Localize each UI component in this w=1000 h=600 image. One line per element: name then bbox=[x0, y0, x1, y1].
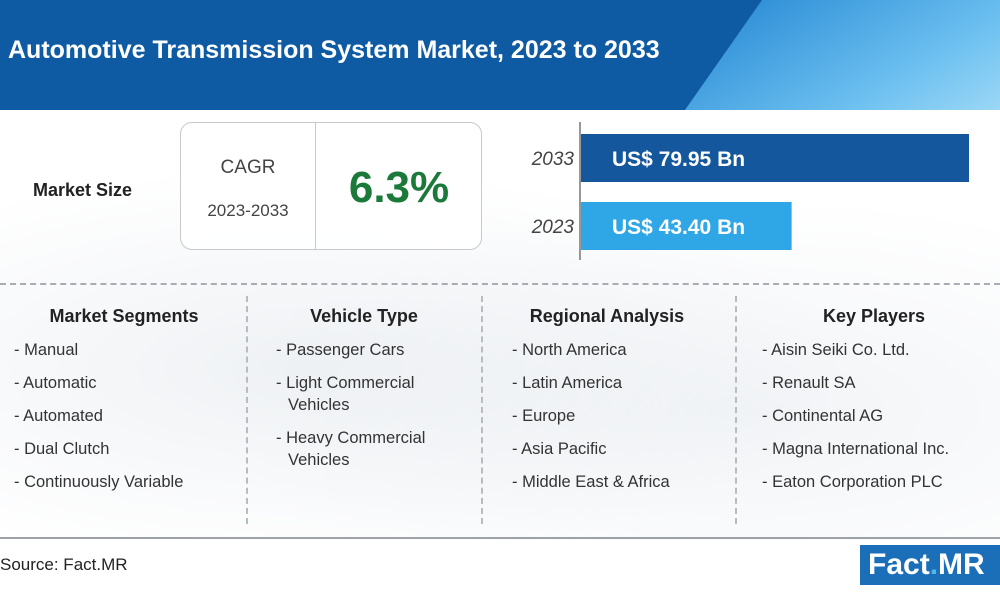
column-separator-1 bbox=[246, 296, 248, 524]
column-heading: Vehicle Type bbox=[310, 306, 418, 326]
page-title: Automotive Transmission System Market, 2… bbox=[8, 36, 660, 64]
list-item: - Europe bbox=[512, 407, 576, 425]
list-item: - Magna International Inc. bbox=[762, 440, 950, 458]
bar-2033 bbox=[581, 134, 969, 182]
cagr-label: CAGR bbox=[220, 157, 276, 178]
logo-text-right: MR bbox=[938, 548, 985, 581]
year-tick-label: 2023 bbox=[531, 217, 575, 238]
cagr-period: 2023-2033 bbox=[207, 201, 289, 220]
list-item: - Eaton Corporation PLC bbox=[762, 473, 943, 491]
list-item: - Renault SA bbox=[762, 374, 856, 392]
list-item: - Light Commercial Vehicles bbox=[276, 374, 415, 414]
column-market-segments: Market Segments - Manual - Automatic - A… bbox=[14, 306, 234, 504]
column-heading: Regional Analysis bbox=[529, 306, 685, 326]
list-item: - Latin America bbox=[512, 374, 623, 392]
header-banner: Automotive Transmission System Market, 2… bbox=[0, 0, 1000, 110]
list-item: - Asia Pacific bbox=[512, 440, 607, 458]
bar-2023 bbox=[581, 202, 792, 250]
market-size-label: Market Size bbox=[33, 180, 133, 200]
column-vehicle-type: Vehicle Type - Passenger Cars - Light Co… bbox=[276, 306, 476, 482]
list-item: - Manual bbox=[14, 341, 79, 359]
column-heading: Market Segments bbox=[49, 306, 199, 326]
cagr-box: CAGR 2023-2033 6.3% bbox=[180, 122, 482, 250]
list-item: - Automatic bbox=[14, 374, 97, 392]
section-divider-top bbox=[0, 283, 1000, 285]
column-separator-2 bbox=[481, 296, 483, 524]
logo-text-left: Fact bbox=[868, 548, 930, 581]
column-heading: Key Players bbox=[822, 306, 926, 326]
list-item: - Continuously Variable bbox=[14, 473, 184, 491]
column-separator-3 bbox=[735, 296, 737, 524]
list-item: - Passenger Cars bbox=[276, 341, 405, 359]
list-item: - Heavy Commercial Vehicles bbox=[276, 429, 426, 469]
cagr-value: 6.3% bbox=[348, 163, 450, 212]
list-item: - North America bbox=[512, 341, 627, 359]
column-key-players: Key Players - Aisin Seiki Co. Ltd. - Ren… bbox=[762, 306, 998, 504]
list-item: - Aisin Seiki Co. Ltd. bbox=[762, 341, 910, 359]
logo-dot: . bbox=[929, 548, 939, 581]
factmr-logo: Fact.MR bbox=[860, 545, 1000, 585]
list-item: - Dual Clutch bbox=[14, 440, 110, 458]
list-item: - Middle East & Africa bbox=[512, 473, 670, 491]
bar-data-label: US$ 79.95 Bn bbox=[612, 148, 745, 171]
year-tick-label: 2033 bbox=[531, 149, 575, 170]
column-regional-analysis: Regional Analysis - North America - Lati… bbox=[512, 306, 727, 504]
footer-divider bbox=[0, 537, 1000, 539]
source-note: Source: Fact.MR bbox=[0, 555, 128, 574]
cagr-divider bbox=[315, 123, 316, 249]
header-sky-accent bbox=[663, 0, 1000, 110]
list-item: - Automated bbox=[14, 407, 103, 425]
bar-data-label: US$ 43.40 Bn bbox=[612, 216, 745, 239]
list-item: - Continental AG bbox=[762, 407, 884, 425]
market-size-bar-chart: 2033 US$ 79.95 Bn 2023 US$ 43.40 Bn bbox=[531, 122, 969, 260]
